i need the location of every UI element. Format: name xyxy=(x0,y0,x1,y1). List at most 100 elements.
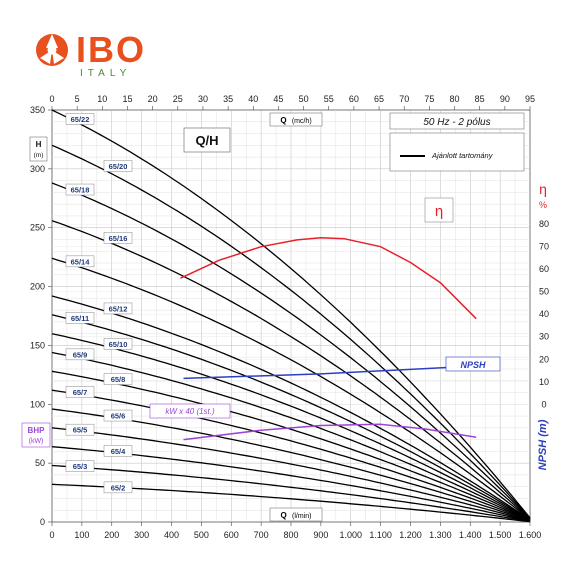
curve-label-box xyxy=(65,386,95,398)
y-right-eta-symbol: η xyxy=(539,181,547,197)
x-bottom-tick-label: 700 xyxy=(254,530,269,540)
chart-title: Q/H xyxy=(195,133,218,148)
curve-label-65-6: 65/6 xyxy=(111,412,126,421)
efficiency-curve xyxy=(180,236,477,320)
chart-axes: 0 100 200 300 400 500 600 700 800 900 1.000 1.100 1.… xyxy=(30,94,549,540)
npsh-curve xyxy=(183,365,477,380)
x-top-tick-label: 35 xyxy=(223,94,233,104)
logo-subtext: ITALY xyxy=(80,68,131,79)
y-right-npsh-label: NPSH (m) xyxy=(537,419,549,470)
x-top-tick-label: 95 xyxy=(525,94,535,104)
y-left-unit: (m) xyxy=(34,152,44,159)
legend-entry: Ajánlott tartomány xyxy=(431,151,494,160)
npsh-label-box xyxy=(445,356,501,372)
y-right-tick-label: 50 xyxy=(539,287,549,297)
curve-label-box xyxy=(103,445,133,457)
curve-label-box xyxy=(103,232,133,244)
x-top-tick-label: 20 xyxy=(148,94,158,104)
bhp-label-box xyxy=(21,422,51,448)
y-left-tick-label: 0 xyxy=(40,517,45,527)
bhp-label: BHP xyxy=(28,426,46,435)
kw-label-box xyxy=(149,403,231,419)
y-left-tick-label: 100 xyxy=(30,399,45,409)
y-right-tick-label: 70 xyxy=(539,242,549,252)
logo-mark-icon xyxy=(36,34,68,66)
x-top-tick-label: 75 xyxy=(424,94,434,104)
x-top-tick-label: 70 xyxy=(399,94,409,104)
x-top-tick-label: 45 xyxy=(273,94,283,104)
brand-logo: IBO ITALY xyxy=(36,29,144,79)
curve-label-65-2: 65/2 xyxy=(111,483,126,492)
y-right-tick-label: 40 xyxy=(539,309,549,319)
x-top-tick-label: 25 xyxy=(173,94,183,104)
x-bottom-tick-label: 400 xyxy=(164,530,179,540)
x-bottom-tick-label: 300 xyxy=(134,530,149,540)
x-top-tick-label: 85 xyxy=(475,94,485,104)
curve-label-box xyxy=(103,302,133,315)
x-bottom-tick-label: 1.500 xyxy=(489,530,512,540)
top-axis-label-box xyxy=(269,112,323,127)
x-bottom-tick-label: 500 xyxy=(194,530,209,540)
curve-label-box xyxy=(103,373,133,385)
x-top-tick-label: 0 xyxy=(49,94,54,104)
hq-curve-65-5 xyxy=(51,427,531,522)
y-right-eta-unit: % xyxy=(539,200,547,210)
curve-label-box xyxy=(103,481,133,494)
eta-annotation: η xyxy=(435,203,443,220)
hq-curve-65-9 xyxy=(51,351,531,521)
hq-curve-65-11 xyxy=(51,314,531,521)
curve-label-65-9: 65/9 xyxy=(73,350,88,359)
y-left-tick-label: 350 xyxy=(30,105,45,115)
y-left-label: H xyxy=(36,140,42,149)
legend-box xyxy=(389,132,525,172)
curve-label-box xyxy=(65,348,95,361)
curve-label-65-11: 65/11 xyxy=(71,314,89,323)
x-bottom-tick-label: 1.100 xyxy=(369,530,392,540)
hq-curve-65-3 xyxy=(51,464,531,523)
curve-label-65-5: 65/5 xyxy=(73,426,88,435)
curve-label-box xyxy=(103,338,133,350)
x-top-tick-label: 10 xyxy=(97,94,107,104)
x-top-tick-label: 50 xyxy=(299,94,309,104)
y-right-tick-label: 60 xyxy=(539,264,549,274)
curve-label-65-22: 65/22 xyxy=(71,115,90,124)
curve-label-65-8: 65/8 xyxy=(111,375,126,384)
chart-curves xyxy=(51,109,531,523)
svg-text:Q (l/min): Q (l/min) xyxy=(281,511,312,520)
svg-text:Q (mc/h): Q (mc/h) xyxy=(280,116,311,125)
bottom-axis-label-box xyxy=(269,507,323,522)
eta-label-box xyxy=(424,197,454,223)
curve-label-65-18: 65/18 xyxy=(71,186,90,195)
x-bottom-tick-label: 1.300 xyxy=(429,530,452,540)
curve-label-65-12: 65/12 xyxy=(109,304,128,313)
kw-annotation: kW x 40 (1st.) xyxy=(165,407,215,416)
x-top-tick-label: 15 xyxy=(122,94,132,104)
top-axis-unit: (mc/h) xyxy=(292,118,312,125)
x-bottom-tick-label: 800 xyxy=(283,530,298,540)
x-bottom-tick-label: 1.400 xyxy=(459,530,482,540)
hq-curve-65-12 xyxy=(51,295,531,521)
bottom-axis-unit: (l/min) xyxy=(292,513,311,520)
x-bottom-tick-label: 1.600 xyxy=(519,530,542,540)
x-top-tick-label: 30 xyxy=(198,94,208,104)
x-bottom-tick-label: 200 xyxy=(104,530,119,540)
y-left-label-box xyxy=(29,136,48,162)
y-left-tick-label: 50 xyxy=(35,458,45,468)
curve-label-65-3: 65/3 xyxy=(73,462,88,471)
x-bottom-tick-label: 100 xyxy=(74,530,89,540)
curve-label-65-20: 65/20 xyxy=(109,162,128,171)
hq-curve-65-22 xyxy=(51,109,531,519)
hq-curve-65-7 xyxy=(51,389,531,522)
y-left-tick-label: 300 xyxy=(30,164,45,174)
hq-curve-65-16 xyxy=(51,220,531,520)
x-bottom-tick-label: 900 xyxy=(313,530,328,540)
x-top-tick-label: 40 xyxy=(248,94,258,104)
hq-curve-65-8 xyxy=(51,370,531,522)
curve-label-box xyxy=(65,255,95,268)
x-top-tick-label: 5 xyxy=(75,94,80,104)
curve-label-box xyxy=(65,423,95,436)
power-curve xyxy=(183,423,477,441)
bhp-unit: (kW) xyxy=(29,438,44,445)
x-bottom-tick-label: 0 xyxy=(49,530,54,540)
curve-label-box xyxy=(65,460,95,472)
